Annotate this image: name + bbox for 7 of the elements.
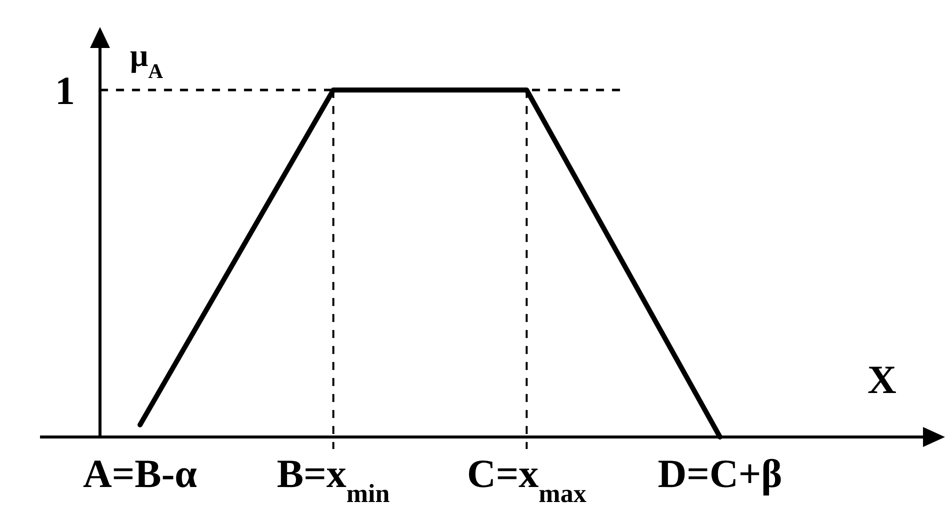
x-tick-label: D=C+β [658, 451, 782, 496]
ref-line-label: 1 [55, 68, 75, 113]
x-axis-title: X [868, 357, 897, 402]
y-axis-title: μ$_{A}$ [130, 37, 164, 82]
x-tick-label: C=x$_{max}$ [466, 451, 586, 508]
x-tick-label: B=x$_{min}$ [276, 451, 390, 508]
x-tick-label: A=B-α [82, 451, 198, 496]
